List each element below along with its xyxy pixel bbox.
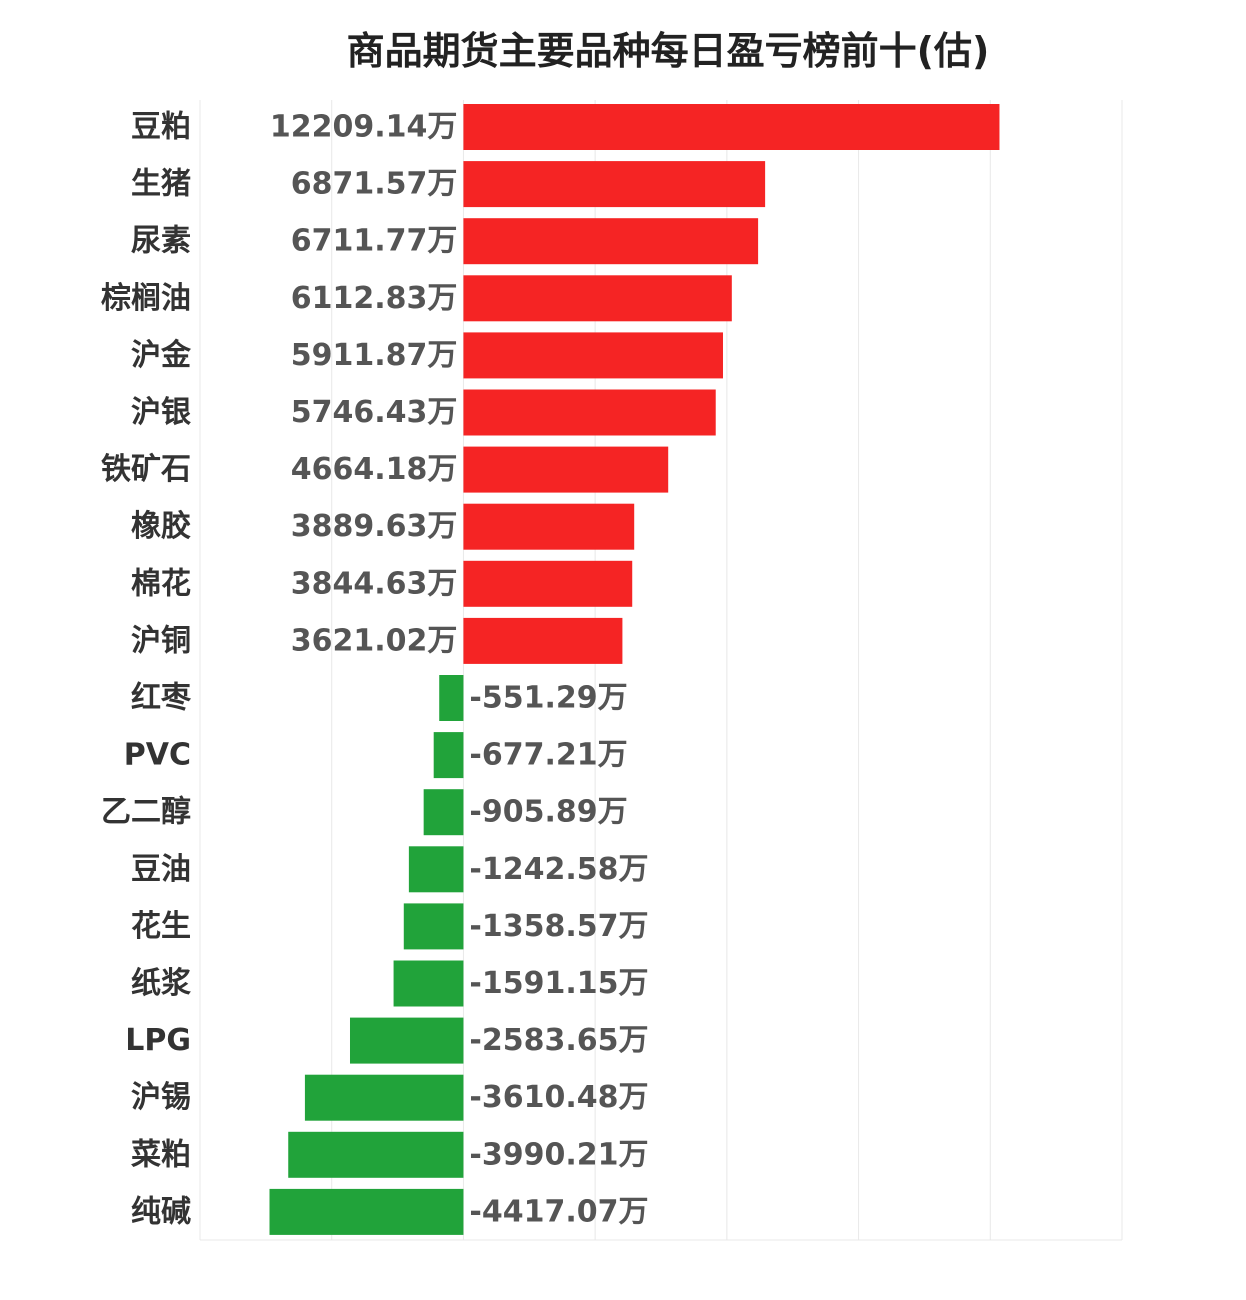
category-label: 棉花 — [131, 566, 191, 601]
bar-14 — [403, 903, 464, 950]
chart-title: 商品期货主要品种每日盈亏榜前十(估) — [346, 29, 990, 73]
value-label: 3621.02万 — [291, 623, 458, 658]
value-label: 12209.14万 — [270, 110, 458, 145]
category-label: 乙二醇 — [101, 795, 191, 830]
value-label: -2583.65万 — [469, 1023, 648, 1058]
category-label: 橡胶 — [131, 509, 191, 544]
category-label: 棕榈油 — [101, 281, 191, 316]
bar-19 — [269, 1188, 464, 1235]
value-label: -4417.07万 — [469, 1194, 648, 1229]
bar-9 — [463, 617, 623, 664]
value-label: -1242.58万 — [469, 852, 648, 887]
category-label: 沪金 — [131, 338, 192, 373]
bar-15 — [393, 960, 464, 1007]
value-label: -3990.21万 — [469, 1137, 648, 1172]
category-label: 花生 — [131, 909, 191, 944]
bar-18 — [288, 1131, 464, 1178]
value-label: 3889.63万 — [291, 509, 458, 544]
bar-12 — [423, 789, 464, 836]
category-label: 生猪 — [131, 167, 191, 202]
category-label: 沪铜 — [131, 623, 191, 658]
category-label: 豆粕 — [131, 110, 191, 145]
category-label: 纸浆 — [131, 966, 191, 1001]
value-label: 6711.77万 — [291, 224, 458, 259]
bar-11 — [433, 732, 464, 779]
category-label: 纯碱 — [131, 1194, 191, 1229]
bar-0 — [463, 104, 1000, 150]
category-label: 菜粕 — [131, 1137, 191, 1172]
value-label: 5911.87万 — [291, 338, 458, 373]
value-label: 4664.18万 — [291, 452, 458, 487]
bar-1 — [463, 161, 766, 208]
grid-layer — [199, 100, 1123, 1241]
category-label: 尿素 — [131, 224, 191, 259]
value-label: -677.21万 — [469, 738, 627, 773]
category-label: 铁矿石 — [101, 452, 191, 487]
category-label: 沪银 — [131, 395, 191, 430]
value-label: -3610.48万 — [469, 1080, 648, 1115]
bar-17 — [304, 1074, 464, 1121]
value-label: 6112.83万 — [291, 281, 458, 316]
value-label: -905.89万 — [469, 795, 627, 830]
value-label: -1591.15万 — [469, 966, 648, 1001]
bar-5 — [463, 389, 716, 436]
category-label: 沪锡 — [131, 1080, 191, 1115]
value-label: -1358.57万 — [469, 909, 648, 944]
bar-3 — [463, 275, 732, 322]
bar-16 — [349, 1017, 464, 1064]
category-label: 红枣 — [131, 681, 192, 716]
bar-8 — [463, 560, 633, 607]
value-label: 5746.43万 — [291, 395, 458, 430]
bar-4 — [463, 332, 723, 379]
category-label: PVC — [124, 738, 191, 773]
bar-13 — [408, 846, 464, 893]
value-label: 3844.63万 — [291, 566, 458, 601]
bar-7 — [463, 503, 635, 550]
category-label: LPG — [125, 1023, 191, 1058]
category-label: 豆油 — [131, 852, 191, 887]
bar-2 — [463, 218, 759, 265]
bar-10 — [439, 675, 464, 721]
value-label: 6871.57万 — [291, 167, 458, 202]
bar-layer — [269, 104, 1000, 1235]
value-label: -551.29万 — [469, 681, 627, 716]
bar-6 — [463, 446, 669, 493]
